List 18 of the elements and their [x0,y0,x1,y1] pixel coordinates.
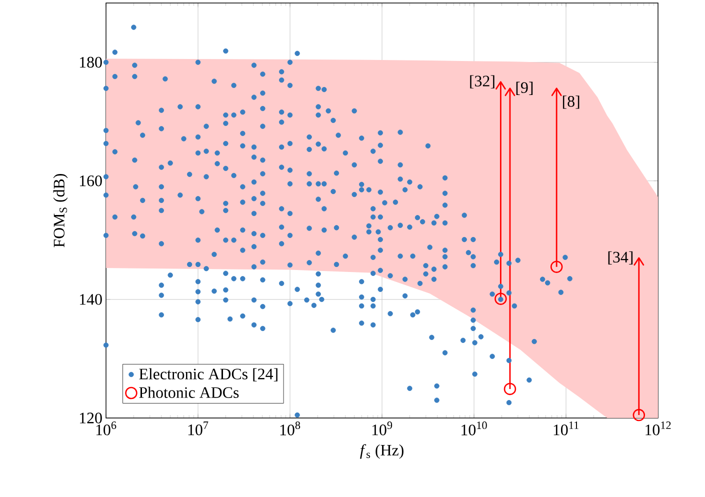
x-tick-label: 10$^{8}$ [280,422,300,436]
x-tick-label: 10$^{12}$ [646,422,671,436]
y-tick-label: 180 [80,56,102,68]
annotation: [9] [516,82,533,95]
annotation: [32] [470,75,494,88]
legend-label: Electronic ADCs [24] [139,368,278,382]
x-axis-title: f$_{s}$ (Hz) [360,444,404,459]
legend-label: Photonic ADCs [139,386,239,398]
annotation: [8] [562,96,580,109]
x-tick-label: 10$^{11}$ [554,422,578,436]
annotation: [34] [608,251,633,265]
y-tick-label: 120 [80,412,102,424]
x-tick-label: 10$^{9}$ [372,422,392,436]
y-tick-label: 160 [80,175,102,186]
x-tick-label: 10$^{10}$ [462,422,487,436]
y-tick-label: 140 [80,294,102,305]
x-tick-label: 10$^{7}$ [188,422,208,436]
y-axis-title: FOM$_{S}$ (dB) [53,174,68,248]
